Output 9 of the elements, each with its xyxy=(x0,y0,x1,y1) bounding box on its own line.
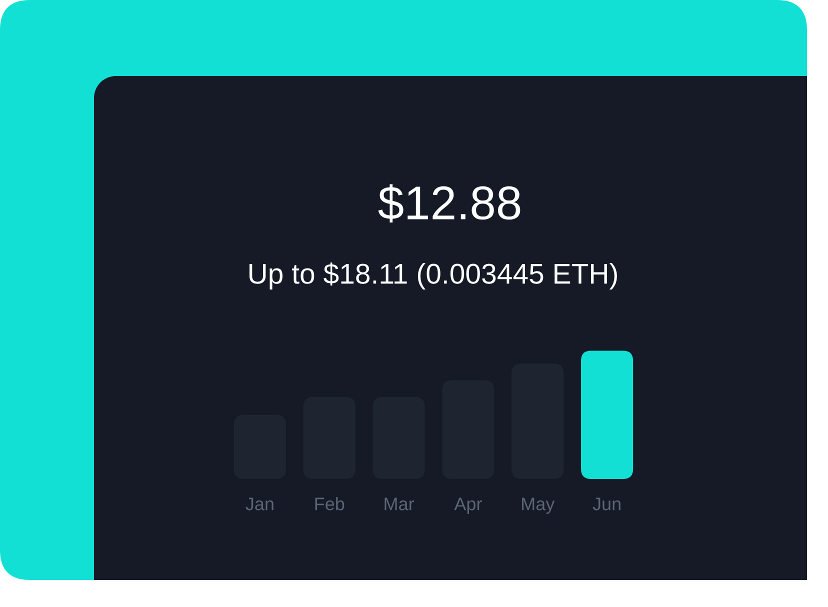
x-tick-label: Jan xyxy=(246,498,274,510)
x-tick-label: Feb xyxy=(315,497,344,510)
bar xyxy=(581,350,634,479)
x-tick-label: Apr xyxy=(454,498,482,514)
chart-title: $12.88 xyxy=(378,184,520,222)
x-tick-label: Mar xyxy=(384,498,414,510)
x-tick-label: Jun xyxy=(592,498,620,510)
chart-subtitle: Up to $18.11 (0.003445 ETH) xyxy=(249,262,617,290)
x-tick-label: May xyxy=(522,498,555,514)
